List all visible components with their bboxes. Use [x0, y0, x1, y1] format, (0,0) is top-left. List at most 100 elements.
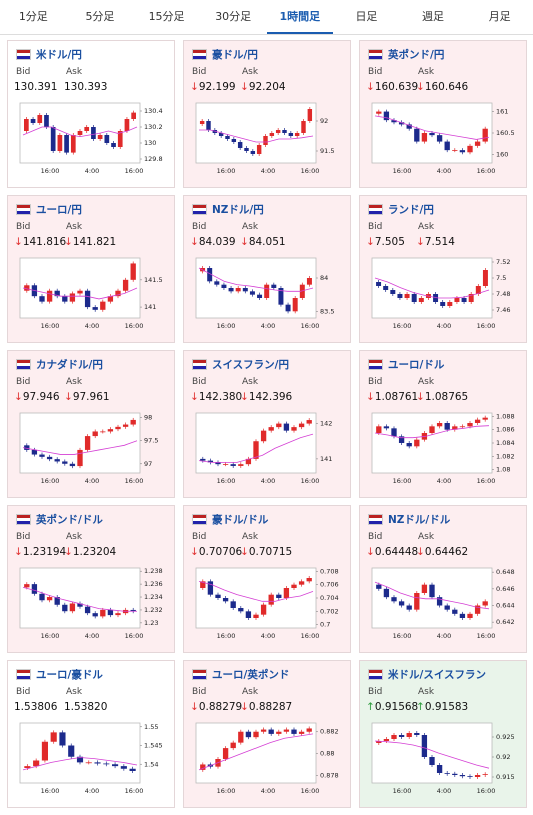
ask-label: Ask: [418, 377, 435, 387]
bid-label: Bid: [192, 377, 207, 387]
candle: [383, 739, 390, 741]
ask-label: Ask: [242, 687, 259, 697]
candle: [50, 127, 56, 151]
candle: [221, 284, 227, 288]
y-tick-label: 1.55: [144, 723, 158, 731]
bid-value: ↓0.70706: [190, 546, 242, 558]
candle: [278, 288, 284, 305]
candle: [482, 774, 488, 775]
candle: [376, 111, 382, 114]
ask-value: ↓141.821: [64, 236, 116, 248]
ask-rate: 0.70715: [248, 546, 293, 558]
candle: [406, 733, 412, 737]
tab[interactable]: 5分足: [85, 10, 115, 23]
ask-label: Ask: [66, 687, 83, 697]
candle: [228, 288, 234, 292]
y-tick-label: 83.5: [320, 307, 334, 315]
change-arrow: ↓: [190, 546, 199, 558]
rate-card[interactable]: ユーロ/英ポンド Bid Ask ↓0.88279 ↓0.88287 0.882 0.88 0…: [183, 660, 351, 808]
candle: [276, 731, 282, 734]
tab[interactable]: 日足: [355, 10, 378, 23]
tab[interactable]: 30分足: [215, 10, 252, 23]
rate-card[interactable]: 米ドル/スイスフラン Bid Ask ↑0.91568 ↑0.91583 0.925 0.9…: [359, 660, 527, 808]
flag-icon: [368, 514, 383, 525]
candle: [444, 423, 450, 430]
x-tick-label: 16:00: [217, 787, 236, 795]
candle: [467, 423, 473, 427]
rate-card[interactable]: スイスフラン/円 Bid Ask ↓142.380 ↓142.396 142 141 16:0…: [183, 350, 351, 498]
candle: [103, 763, 110, 765]
moving-average: [22, 586, 137, 612]
candle: [238, 731, 244, 743]
bid-rate: 0.91568: [374, 701, 419, 713]
pair-name: ユーロ/豪ドル: [36, 669, 103, 681]
rate-card[interactable]: ユーロ/ドル Bid Ask ↓1.08761 ↓1.08765 1.088 1.086 1.…: [359, 350, 527, 498]
rate-card[interactable]: 米ドル/円 Bid Ask 130.391 130.393 130.4 130.2 130 12…: [7, 40, 175, 188]
bid-rate: 92.199: [198, 81, 236, 93]
candle: [84, 436, 91, 450]
candle: [263, 136, 268, 145]
candle: [452, 773, 458, 775]
ask-label: Ask: [418, 687, 435, 697]
rate-card[interactable]: ユーロ/円 Bid Ask ↓141.816 ↓141.821 141.5 141 16:00…: [7, 195, 175, 343]
tab[interactable]: 1時間足: [266, 0, 334, 34]
candle: [54, 459, 60, 462]
rate-card[interactable]: ユーロ/豪ドル Bid Ask 1.53806 1.53820 1.55 1.545 1.54…: [7, 660, 175, 808]
tab[interactable]: 15分足: [148, 10, 185, 23]
rate-card[interactable]: 豪ドル/円 Bid Ask ↓92.199 ↓92.204 92 91.5 16:00 4:00…: [183, 40, 351, 188]
rate-card[interactable]: NZドル/ドル Bid Ask ↓0.64448 ↓0.64462 0.648 0.646 0…: [359, 505, 527, 653]
pair-name: 英ポンド/ドル: [36, 514, 103, 526]
rate-card[interactable]: カナダドル/円 Bid Ask ↓97.946 ↓97.961 98 97.5 97 16:00…: [7, 350, 175, 498]
change-arrow: ↓: [240, 546, 249, 558]
rate-card[interactable]: 英ポンド/円 Bid Ask ↓160.639 ↓160.646 161 160.5 160 1…: [359, 40, 527, 188]
candle: [85, 762, 92, 764]
change-arrow: ↓: [416, 236, 425, 248]
y-tick-label: 0.648: [496, 568, 515, 576]
ask-rate: 92.204: [248, 81, 286, 93]
mini-chart: 141.5 141 16:00 4:00 16:00: [19, 257, 163, 330]
rate-card[interactable]: ランド/円 Bid Ask ↓7.505 ↓7.514 7.52 7.5 7.48 7.46 16…: [359, 195, 527, 343]
candle: [276, 423, 282, 428]
ask-rate: 141.821: [72, 236, 117, 248]
y-tick-label: 0.646: [496, 585, 515, 593]
candle: [268, 729, 274, 734]
candle: [276, 594, 282, 598]
candle: [391, 120, 397, 123]
change-arrow: ↓: [240, 81, 249, 93]
x-tick-label: 4:00: [437, 632, 452, 640]
rate-card[interactable]: 豪ドル/ドル Bid Ask ↓0.70706 ↓0.70715 0.708 0.706 0.…: [183, 505, 351, 653]
candle: [264, 284, 270, 298]
candle: [454, 298, 460, 302]
rate-card[interactable]: 英ポンド/ドル Bid Ask ↓1.23194 ↓1.23204 1.238 1.236 1…: [7, 505, 175, 653]
candle: [306, 278, 312, 285]
moving-average: [22, 287, 138, 300]
candle: [245, 458, 252, 465]
x-tick-label: 4:00: [85, 322, 100, 330]
y-tick-label: 141.5: [144, 276, 163, 284]
tab[interactable]: 1分足: [18, 10, 48, 23]
tab[interactable]: 週足: [422, 10, 445, 23]
ask-rate: 1.53820: [64, 701, 108, 713]
x-tick-label: 16:00: [41, 167, 60, 175]
x-tick-label: 16:00: [41, 322, 60, 330]
rate-card[interactable]: NZドル/円 Bid Ask ↓84.039 ↓84.051 84 83.5 16:00 4:0…: [183, 195, 351, 343]
chart-frame: [371, 722, 493, 784]
candle: [482, 417, 488, 420]
ask-label: Ask: [418, 532, 435, 542]
candle: [467, 613, 473, 618]
candle: [100, 609, 106, 617]
x-tick-label: 16:00: [301, 477, 320, 485]
bid-rate: 1.23194: [22, 546, 67, 558]
change-arrow: ↓: [240, 236, 249, 248]
candle: [46, 290, 53, 302]
candle: [122, 424, 129, 427]
candle: [214, 281, 220, 285]
candle: [411, 294, 417, 302]
tab[interactable]: 月足: [488, 10, 511, 23]
y-tick-label: 141: [144, 303, 156, 311]
candle: [120, 766, 127, 769]
candle: [397, 294, 403, 298]
ask-rate: 1.08765: [424, 391, 469, 403]
bid-label: Bid: [368, 67, 383, 77]
